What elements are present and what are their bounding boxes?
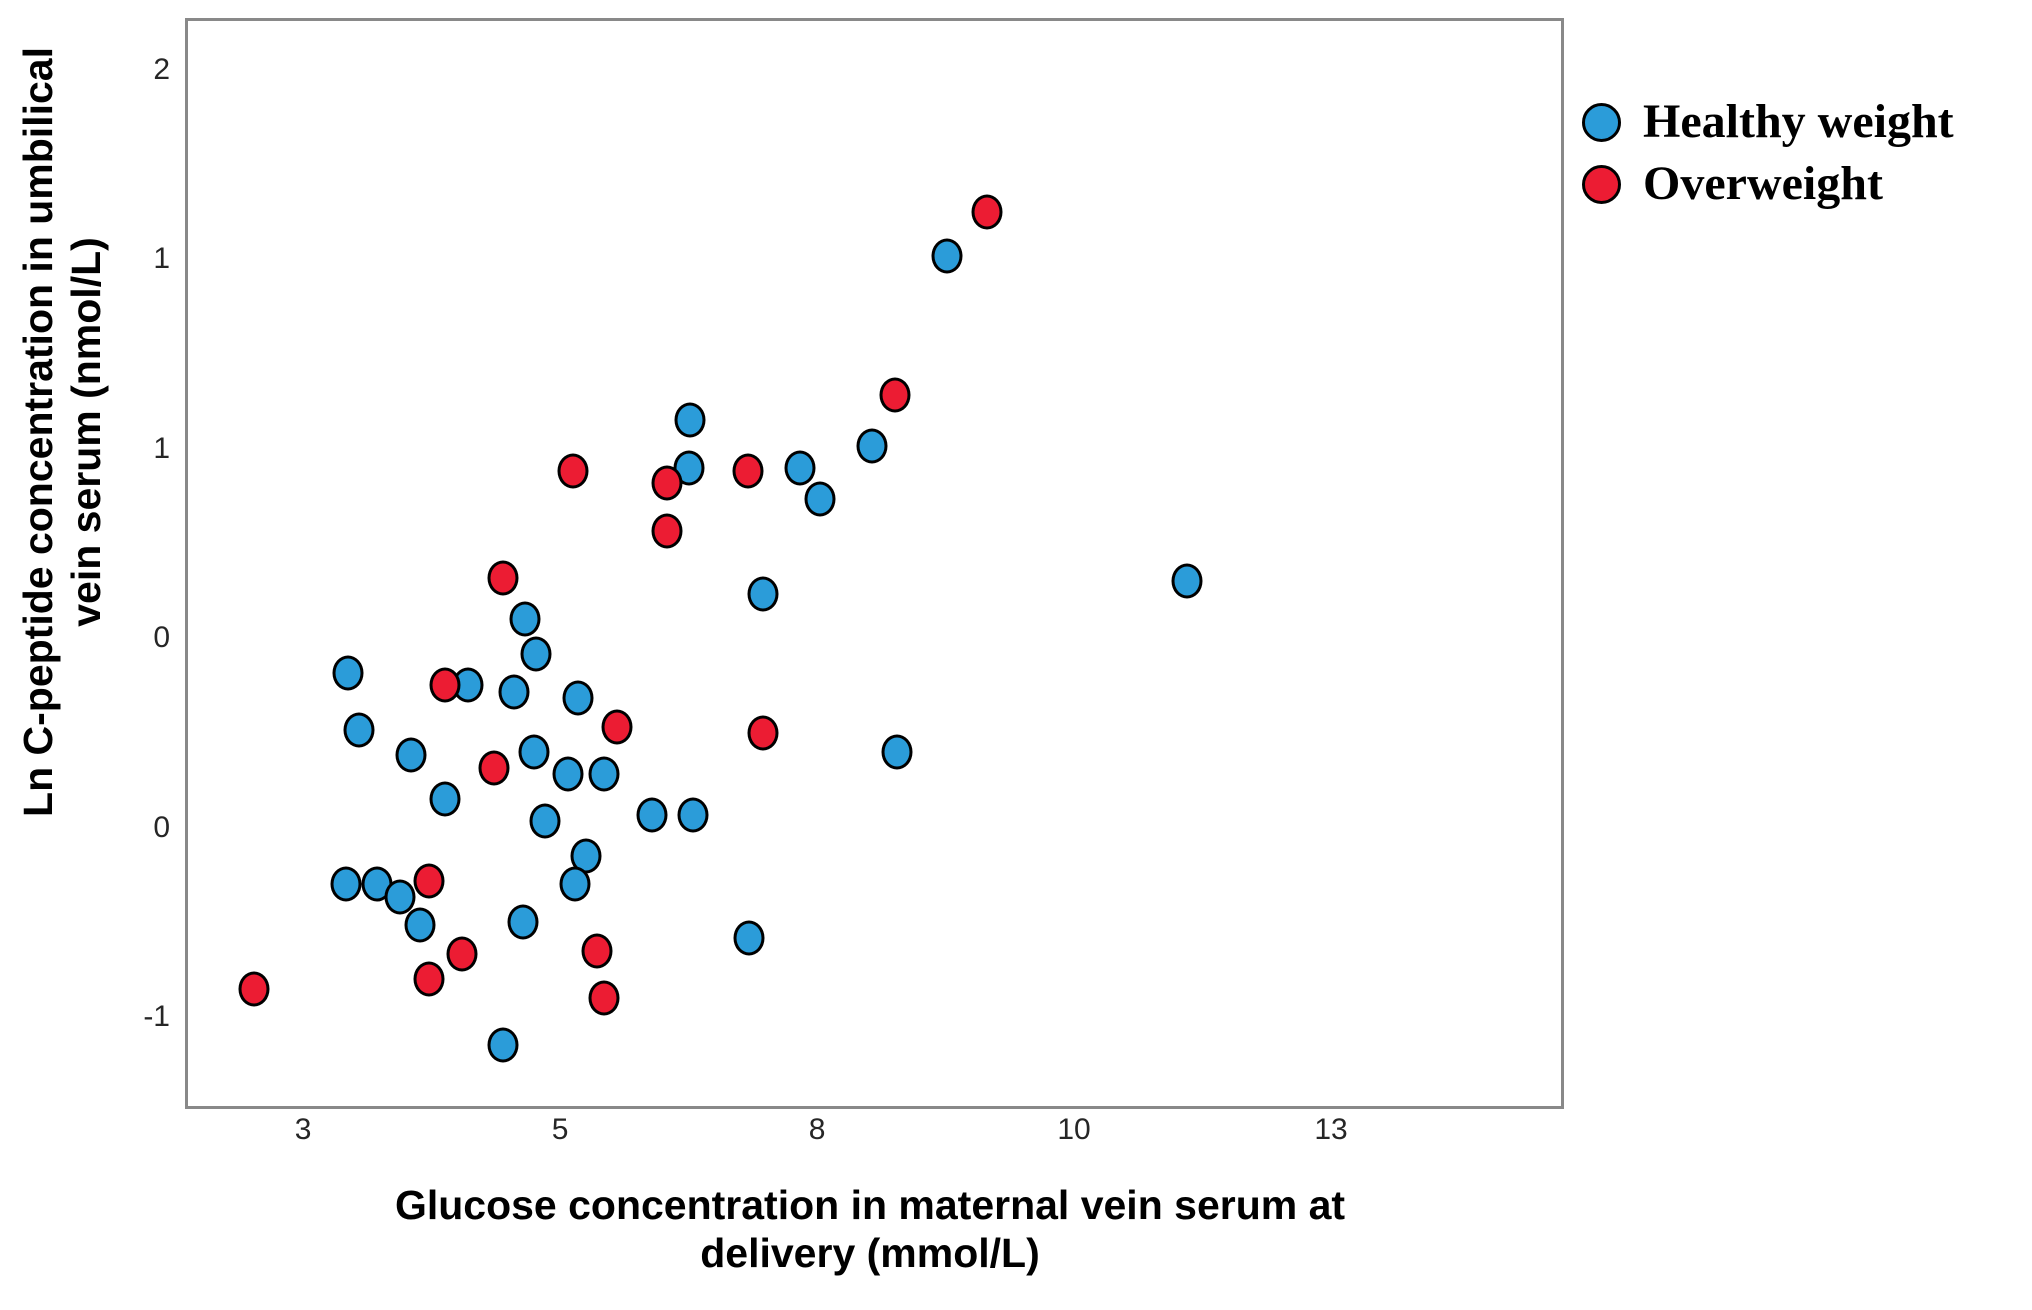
legend-marker-overweight bbox=[1582, 164, 1621, 204]
x-tick-label: 8 bbox=[808, 1113, 826, 1146]
legend-marker-healthy-weight bbox=[1582, 102, 1621, 142]
data-point-overweight bbox=[651, 513, 683, 549]
x-axis-title: Glucose concentration in maternal vein s… bbox=[190, 1182, 1550, 1278]
data-point-overweight bbox=[429, 667, 461, 703]
data-point-healthy-weight bbox=[332, 655, 364, 691]
data-point-overweight bbox=[971, 194, 1003, 230]
plot-area bbox=[185, 18, 1564, 1109]
x-axis-title-line1: Glucose concentration in maternal vein s… bbox=[394, 1182, 1346, 1228]
data-point-healthy-weight bbox=[552, 756, 584, 792]
data-point-overweight bbox=[747, 715, 779, 751]
data-point-overweight bbox=[446, 936, 478, 972]
legend-item-healthy-weight: Healthy weight bbox=[1582, 98, 1954, 146]
y-axis-title-line2: vein serum (nmol/L) bbox=[63, 237, 109, 627]
data-point-healthy-weight bbox=[804, 481, 836, 517]
data-point-healthy-weight bbox=[881, 734, 913, 770]
data-point-healthy-weight bbox=[562, 680, 593, 716]
data-point-healthy-weight bbox=[395, 737, 427, 773]
data-point-healthy-weight bbox=[674, 402, 706, 438]
data-point-healthy-weight bbox=[559, 866, 591, 902]
data-point-healthy-weight bbox=[509, 601, 541, 637]
x-axis-title-line2: delivery (mmol/L) bbox=[700, 1229, 1040, 1276]
data-point-overweight bbox=[588, 980, 620, 1016]
data-point-healthy-weight bbox=[588, 756, 620, 792]
y-tick-label: 2 bbox=[153, 52, 170, 86]
data-point-overweight bbox=[478, 750, 510, 786]
data-point-healthy-weight bbox=[343, 712, 375, 748]
data-point-healthy-weight bbox=[784, 450, 816, 486]
y-tick-label: 0 bbox=[153, 621, 170, 655]
data-point-healthy-weight bbox=[733, 920, 765, 956]
data-point-healthy-weight bbox=[520, 636, 552, 672]
data-point-healthy-weight bbox=[498, 674, 530, 710]
legend-label: Overweight bbox=[1643, 157, 1883, 210]
data-point-overweight bbox=[601, 709, 633, 745]
data-point-healthy-weight bbox=[507, 904, 539, 940]
data-point-healthy-weight bbox=[487, 1027, 519, 1063]
data-point-overweight bbox=[732, 453, 764, 489]
data-point-healthy-weight bbox=[518, 734, 550, 770]
data-point-overweight bbox=[413, 961, 445, 997]
y-tick-label: 0 bbox=[153, 810, 170, 844]
data-point-healthy-weight bbox=[747, 576, 779, 612]
data-point-overweight bbox=[651, 465, 683, 501]
data-point-overweight bbox=[557, 453, 589, 489]
y-tick-label: -1 bbox=[143, 999, 170, 1033]
data-point-overweight bbox=[879, 377, 911, 413]
data-point-healthy-weight bbox=[529, 803, 561, 839]
data-point-healthy-weight bbox=[677, 797, 709, 833]
data-point-healthy-weight bbox=[384, 879, 416, 915]
y-axis-title: Ln C-peptide concentration in umbilical … bbox=[15, 0, 111, 882]
data-point-overweight bbox=[487, 560, 519, 596]
x-tick-label: 10 bbox=[1057, 1113, 1091, 1146]
data-point-healthy-weight bbox=[1171, 563, 1203, 599]
x-tick-label: 13 bbox=[1314, 1113, 1348, 1146]
data-point-overweight bbox=[238, 971, 270, 1007]
data-point-healthy-weight bbox=[330, 866, 362, 902]
data-point-healthy-weight bbox=[931, 238, 963, 274]
data-point-healthy-weight bbox=[856, 428, 888, 464]
y-tick-label: 1 bbox=[153, 431, 170, 465]
data-point-healthy-weight bbox=[404, 907, 436, 943]
x-tick-label: 3 bbox=[294, 1113, 312, 1146]
data-point-healthy-weight bbox=[429, 781, 461, 817]
legend-item-overweight: Overweight bbox=[1582, 160, 1954, 208]
legend: Healthy weight Overweight bbox=[1582, 98, 1954, 208]
y-tick-label: 1 bbox=[153, 242, 170, 276]
data-point-overweight bbox=[581, 933, 613, 969]
data-point-overweight bbox=[413, 863, 445, 899]
data-point-healthy-weight bbox=[636, 797, 668, 833]
x-tick-label: 5 bbox=[551, 1113, 569, 1146]
legend-label: Healthy weight bbox=[1643, 95, 1954, 148]
y-axis-title-line1: Ln C-peptide concentration in umbilical bbox=[15, 47, 62, 817]
